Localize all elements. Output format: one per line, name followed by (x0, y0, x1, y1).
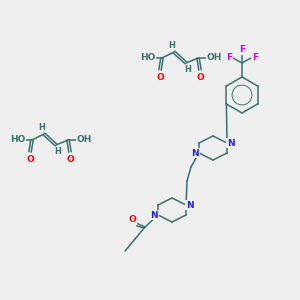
Text: OH: OH (206, 53, 222, 62)
Text: O: O (66, 154, 74, 164)
Text: N: N (191, 148, 199, 158)
Text: H: H (39, 122, 45, 131)
Text: H: H (184, 65, 191, 74)
Text: N: N (150, 211, 158, 220)
Text: O: O (156, 73, 164, 82)
Text: H: H (169, 40, 176, 50)
Text: F: F (226, 53, 232, 62)
Text: F: F (252, 53, 258, 62)
Text: H: H (55, 148, 62, 157)
Text: N: N (186, 200, 194, 209)
Text: N: N (227, 139, 235, 148)
Text: F: F (239, 46, 245, 55)
Text: O: O (26, 154, 34, 164)
Text: HO: HO (10, 136, 26, 145)
Text: OH: OH (76, 136, 92, 145)
Text: O: O (196, 73, 204, 82)
Text: HO: HO (140, 53, 156, 62)
Text: O: O (128, 215, 136, 224)
